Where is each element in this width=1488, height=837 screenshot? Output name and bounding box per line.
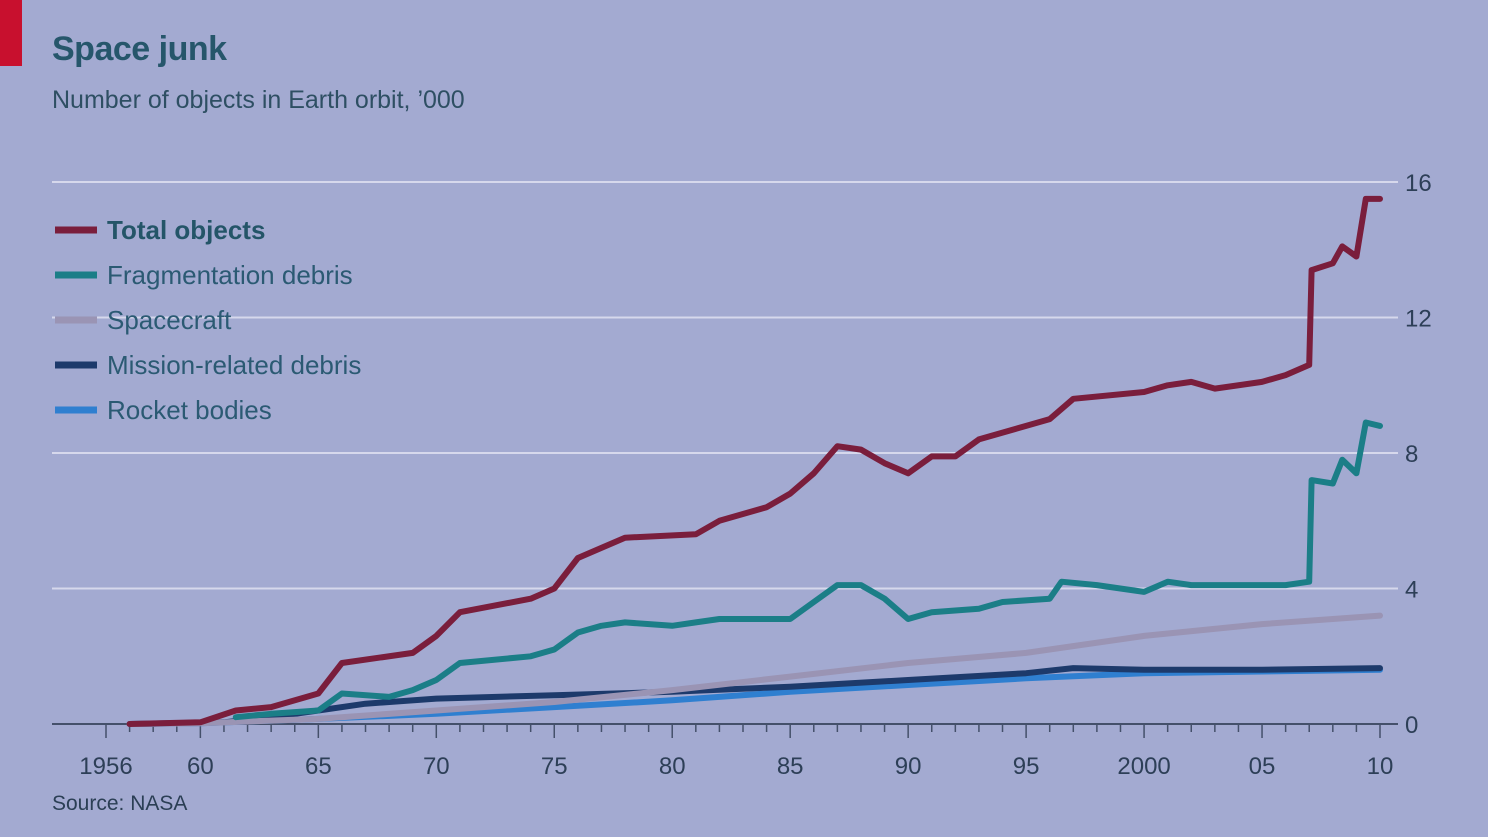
y-axis: 0 4 8 12 16: [1405, 170, 1432, 739]
x-tick-label: 85: [777, 753, 804, 780]
y-tick-label: 0: [1405, 712, 1418, 739]
x-tick-label: 1956: [79, 753, 132, 780]
series-line-spacecraft: [126, 612, 1383, 727]
x-tick-label: 80: [659, 753, 686, 780]
x-tick-label: 05: [1249, 753, 1276, 780]
legend-label: Mission-related debris: [107, 350, 361, 380]
x-axis: 1956 60 65 70 75 80 85 90 95 2000 05 10: [52, 723, 1398, 780]
x-tick-label: 65: [305, 753, 332, 780]
series-lines: [126, 195, 1383, 727]
chart-subtitle: Number of objects in Earth orbit, ’000: [52, 86, 465, 114]
legend-label: Rocket bodies: [107, 395, 272, 425]
grid-lines: [52, 181, 1398, 590]
y-tick-label: 8: [1405, 441, 1418, 468]
brand-tab: [0, 0, 22, 66]
x-tick-label: 70: [423, 753, 450, 780]
x-tick-label: 2000: [1117, 753, 1170, 780]
series-line-fragmentation-debris: [232, 419, 1383, 721]
x-tick-label: 75: [541, 753, 568, 780]
y-tick-label: 4: [1405, 577, 1418, 604]
y-tick-label: 16: [1405, 170, 1432, 197]
chart-source: Source: NASA: [52, 792, 188, 815]
x-tick-label: 60: [187, 753, 214, 780]
legend-label: Spacecraft: [107, 305, 232, 335]
y-tick-label: 12: [1405, 306, 1432, 333]
legend: Total objects Fragmentation debris Spacecr…: [55, 215, 361, 425]
legend-label: Fragmentation debris: [107, 260, 353, 290]
legend-label: Total objects: [107, 215, 265, 245]
chart-title: Space junk: [52, 30, 227, 68]
x-tick-label: 95: [1013, 753, 1040, 780]
x-tick-label: 10: [1367, 753, 1394, 780]
series-line-total-objects: [126, 195, 1383, 727]
x-tick-label: 90: [895, 753, 922, 780]
